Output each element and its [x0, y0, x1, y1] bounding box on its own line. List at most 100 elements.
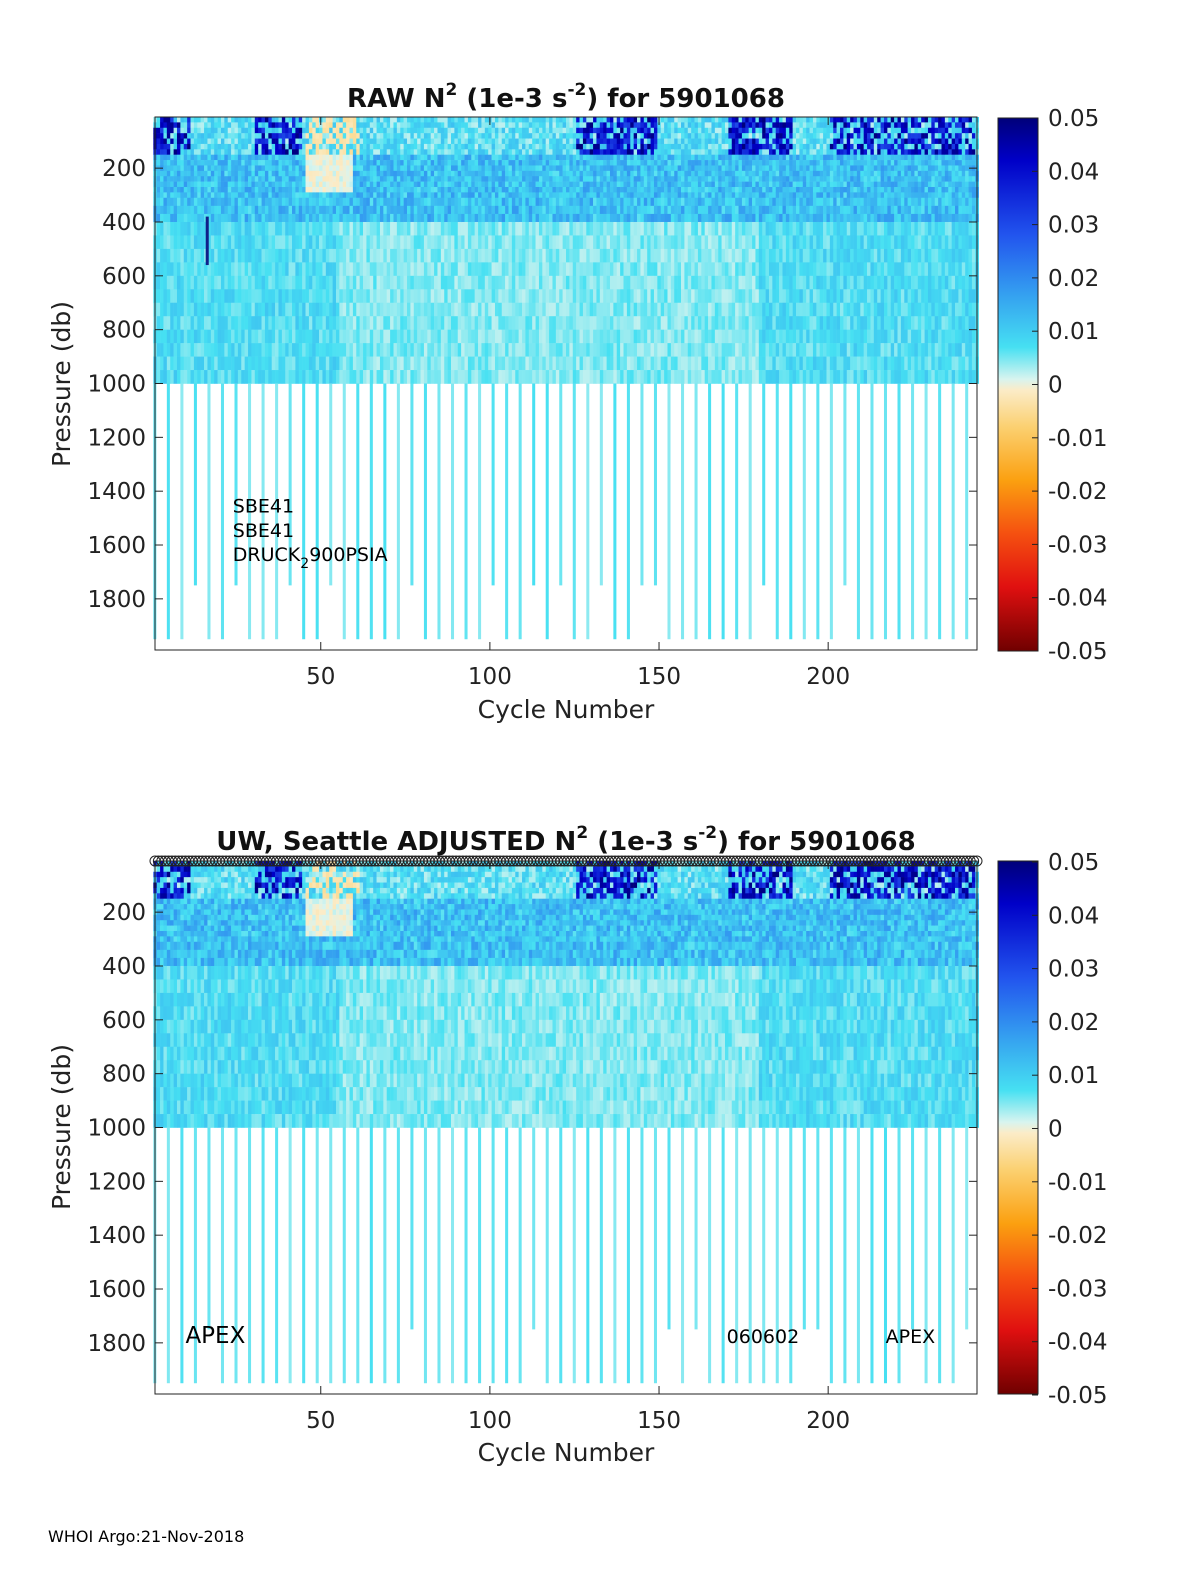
heatmap-cell [606, 165, 611, 172]
heatmap-cell [498, 117, 503, 123]
heatmap-cell [308, 138, 313, 145]
heatmap-cell [589, 316, 594, 330]
heatmap-cell [322, 343, 327, 357]
heatmap-cell [346, 154, 350, 161]
heatmap-cell [251, 221, 256, 236]
heatmap-cell [379, 235, 384, 250]
heatmap-cell [193, 133, 198, 139]
heatmap-cell [234, 370, 239, 384]
heatmap-cell [593, 176, 597, 182]
heatmap-cell [308, 181, 313, 188]
heatmap-cell [515, 133, 519, 139]
heatmap-cell [281, 154, 286, 161]
heatmap-cell [346, 133, 350, 139]
heatmap-cell [660, 248, 665, 263]
heatmap-cell [603, 262, 607, 277]
heatmap-cell [613, 154, 618, 161]
heatmap-cell [210, 370, 215, 384]
heatmap-cell [214, 186, 218, 193]
heatmap-cell [180, 302, 185, 317]
heatmap-cell [687, 149, 692, 155]
heatmap-cell [640, 289, 645, 304]
heatmap-cell [220, 117, 225, 123]
heatmap-cell [430, 329, 435, 344]
heatmap-cell [356, 133, 360, 139]
heatmap-cell [616, 133, 621, 139]
heatmap-cell [640, 181, 645, 188]
heatmap-cell [593, 275, 597, 290]
heatmap-cell [596, 133, 601, 139]
heatmap-cell [197, 289, 201, 304]
heatmap-cell [393, 192, 398, 199]
heatmap-cell [505, 370, 509, 384]
heatmap-cell [566, 133, 570, 139]
heatmap-cell [637, 275, 641, 290]
heatmap-cell [596, 262, 601, 277]
heatmap-cell [670, 262, 675, 277]
heatmap-cell [366, 181, 371, 188]
heatmap-cell [434, 197, 438, 207]
heatmap-cell [552, 192, 557, 199]
heatmap-cell [609, 149, 614, 155]
heatmap-cell [312, 343, 316, 357]
heatmap-cell [200, 235, 205, 250]
heatmap-cell [532, 197, 536, 207]
heatmap-cell [637, 154, 641, 161]
heatmap-cell [498, 248, 503, 263]
heatmap-cell [467, 181, 472, 188]
heatmap-cell [214, 133, 218, 139]
heatmap-cell [494, 127, 499, 134]
heatmap-cell [481, 343, 486, 357]
heatmap-cell [322, 248, 327, 263]
heatmap-cell [173, 154, 178, 161]
heatmap-cell [694, 143, 699, 150]
heatmap-cell [254, 127, 259, 134]
heatmap-cell [677, 160, 682, 166]
heatmap-cell [501, 356, 506, 371]
heatmap-cell [396, 316, 401, 330]
heatmap-cell [339, 149, 344, 155]
heatmap-cell [603, 316, 607, 330]
heatmap-cell [579, 302, 584, 317]
heatmap-cell [352, 221, 357, 236]
heatmap-cell [170, 149, 174, 155]
heatmap-cell [606, 138, 611, 145]
heatmap-cell [369, 154, 374, 161]
heatmap-cell [647, 138, 651, 145]
heatmap-cell [366, 197, 371, 207]
heatmap-deep-profile [640, 383, 644, 586]
heatmap-cell [687, 127, 692, 134]
heatmap-cell [474, 213, 479, 223]
heatmap-cell [457, 122, 462, 129]
heatmap-cell [708, 343, 712, 357]
heatmap-cell [481, 235, 486, 250]
heatmap-cell [278, 329, 283, 344]
heatmap-cell [292, 117, 296, 123]
heatmap-cell [657, 176, 662, 182]
heatmap-cell [664, 192, 668, 199]
heatmap-cell [241, 160, 245, 166]
heatmap-cell [210, 213, 215, 223]
heatmap-cell [643, 192, 648, 199]
heatmap-cell [349, 302, 354, 317]
heatmap-cell [505, 356, 509, 371]
heatmap-cell [511, 221, 516, 236]
heatmap-cell [295, 221, 300, 236]
heatmap-cell [667, 316, 672, 330]
heatmap-cell [684, 138, 689, 145]
heatmap-cell [609, 248, 614, 263]
heatmap-cell [410, 262, 415, 277]
heatmap-cell [616, 176, 621, 182]
heatmap-cell [278, 262, 283, 277]
heatmap-cell [603, 289, 607, 304]
heatmap-cell [342, 262, 347, 277]
heatmap-cell [471, 197, 475, 207]
heatmap-cell [234, 143, 239, 150]
heatmap-cell [481, 149, 486, 155]
heatmap-cell [488, 248, 492, 263]
heatmap-cell [518, 149, 523, 155]
heatmap-cell [197, 197, 201, 207]
heatmap-cell [691, 181, 695, 188]
heatmap-cell [356, 117, 360, 123]
heatmap-cell [200, 192, 205, 199]
